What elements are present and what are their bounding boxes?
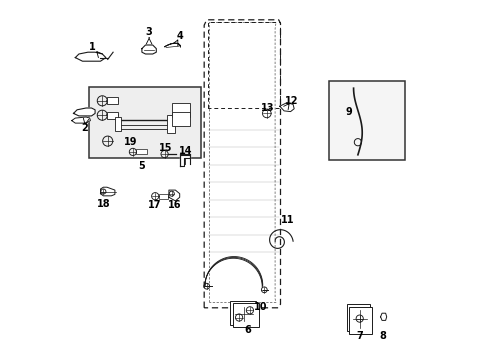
Bar <box>89 87 201 158</box>
Bar <box>232 303 258 327</box>
Polygon shape <box>142 45 156 54</box>
Bar <box>172 112 189 126</box>
Bar <box>230 301 256 325</box>
Text: 18: 18 <box>97 199 111 210</box>
Bar <box>136 149 146 154</box>
Bar <box>107 97 118 104</box>
Polygon shape <box>101 187 115 196</box>
Bar <box>159 194 167 199</box>
Text: 13: 13 <box>261 103 274 113</box>
Bar <box>115 117 121 131</box>
Polygon shape <box>164 43 180 47</box>
Polygon shape <box>279 103 294 112</box>
Text: 2: 2 <box>81 123 87 133</box>
Text: 11: 11 <box>281 215 294 225</box>
Bar <box>172 103 189 117</box>
Text: 14: 14 <box>179 146 193 156</box>
Bar <box>348 306 372 333</box>
Polygon shape <box>168 190 179 201</box>
Text: 1: 1 <box>89 42 96 52</box>
Polygon shape <box>75 52 106 61</box>
Text: 3: 3 <box>145 27 152 37</box>
Text: 4: 4 <box>176 31 183 41</box>
Polygon shape <box>72 117 90 123</box>
Text: 9: 9 <box>345 107 351 117</box>
Polygon shape <box>179 155 189 166</box>
Polygon shape <box>380 313 386 320</box>
Bar <box>328 81 404 160</box>
Bar <box>167 115 175 133</box>
Text: 8: 8 <box>379 330 386 341</box>
Text: 15: 15 <box>158 143 172 153</box>
Text: 19: 19 <box>124 137 138 147</box>
Text: 5: 5 <box>138 161 145 171</box>
Text: 17: 17 <box>147 200 161 210</box>
Text: 7: 7 <box>356 330 362 341</box>
Polygon shape <box>73 108 95 116</box>
Bar <box>107 112 118 119</box>
Text: 10: 10 <box>253 302 267 312</box>
Text: 12: 12 <box>284 96 298 106</box>
Bar <box>346 303 369 330</box>
Text: 16: 16 <box>167 200 181 210</box>
Text: 6: 6 <box>244 325 251 336</box>
